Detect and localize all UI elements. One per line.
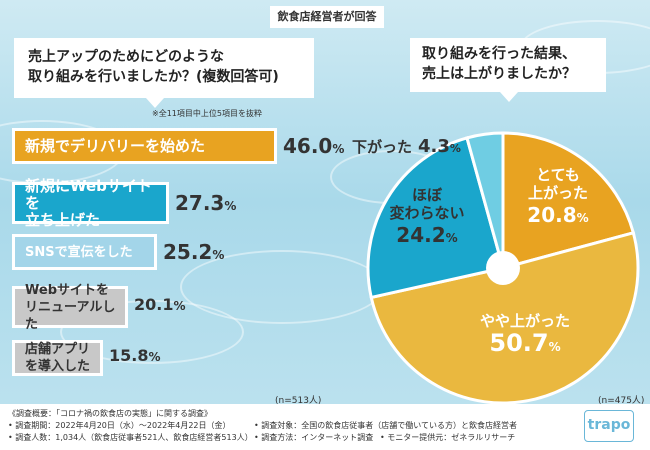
footer-period: • 調査期間：2022年4月20日（水）～2022年4月22日（金） bbox=[8, 421, 231, 430]
bar-label-2: 新規にWebサイトを 立ち上げた bbox=[25, 176, 166, 229]
pie-center-hole bbox=[486, 251, 520, 285]
bar-value-1: 46.0% bbox=[283, 134, 345, 158]
bar-label-line: SNSで宣伝をした bbox=[25, 244, 133, 260]
pie-chart bbox=[366, 131, 640, 404]
footer-title: 《調査概要：「コロナ禍の飲食店の実態」に関する調査》 bbox=[8, 409, 212, 418]
right-question-line-2: 売上は上がりましたか？ bbox=[422, 66, 576, 82]
pie-label-3: ほぼ 変わらない 24.2% bbox=[372, 186, 482, 247]
note-text: ※全11項目中上位5項目を抜粋 bbox=[152, 109, 262, 118]
bar-value-4: 20.1% bbox=[134, 295, 186, 314]
pie-label-text: とても bbox=[536, 166, 580, 184]
trapo-logo: trapo bbox=[584, 410, 634, 442]
pie-slice-2 bbox=[369, 230, 640, 404]
bar-label-4: Webサイトを リニューアルした bbox=[25, 282, 125, 333]
bar-label-line: 店舗アプリを導入した bbox=[25, 342, 91, 374]
bar-label-line: Webサイトを bbox=[25, 282, 109, 298]
bar-1: 新規でデリバリーを始めた bbox=[12, 128, 277, 164]
pie-slice-4 bbox=[465, 131, 505, 269]
bar-value-3: 25.2% bbox=[163, 240, 225, 264]
pie-label-4: 下がった 4.3% bbox=[352, 136, 472, 157]
bar-4: Webサイトを リニューアルした bbox=[12, 283, 128, 332]
pie-label-text: ほぼ bbox=[411, 186, 442, 204]
bar-value-5: 15.8% bbox=[109, 346, 161, 365]
bar-label-1: 新規でデリバリーを始めた bbox=[25, 136, 206, 155]
right-sample-size: (n=475人) bbox=[598, 396, 645, 406]
footer-method: • 調査方法：インターネット調査 bbox=[254, 433, 374, 442]
footer-count: • 調査人数：1,034人（飲食店従事者521人、飲食店経営者513人） bbox=[8, 433, 253, 442]
pie-value: 24.2% bbox=[396, 223, 458, 247]
bar-label-5: 店舗アプリを導入した bbox=[25, 341, 100, 375]
bar-value-2: 27.3% bbox=[175, 191, 237, 215]
bar-label-line: 新規にWebサイトを bbox=[25, 176, 152, 212]
footer-provider: • モニター提供元：ゼネラルリサーチ bbox=[380, 433, 516, 442]
pie-label-1: とても 上がった 20.8% bbox=[516, 166, 600, 227]
pie-label-text: やや上がった bbox=[479, 312, 570, 330]
bar-label-line: 新規でデリバリーを始めた bbox=[25, 136, 206, 155]
left-question-line-1: 売上アップのためにどのような bbox=[28, 49, 224, 65]
bar-label-3: SNSで宣伝をした bbox=[25, 244, 133, 261]
bar-label-line: リニューアルした bbox=[25, 299, 116, 332]
left-question-bubble: 売上アップのためにどのような 取り組みを行いましたか？(複数回答可) bbox=[14, 38, 314, 108]
pie-label-2: やや上がった 50.7% bbox=[470, 312, 580, 356]
pie-value: 20.8% bbox=[527, 203, 589, 227]
pie-label-text: 上がった bbox=[527, 184, 588, 202]
left-sample-size: (n=513人) bbox=[275, 396, 322, 406]
pie-value: 50.7% bbox=[489, 329, 561, 357]
bar-label-line: 立ち上げた bbox=[25, 210, 101, 229]
bar-3: SNSで宣伝をした bbox=[12, 234, 157, 270]
left-question-line-2: 取り組みを行いましたか？(複数回答可) bbox=[28, 69, 279, 85]
bar-5: 店舗アプリを導入した bbox=[12, 340, 103, 376]
right-question-line-1: 取り組みを行った結果、 bbox=[422, 46, 576, 62]
pie-slice-3 bbox=[366, 136, 505, 300]
pie-label-text: 変わらない bbox=[389, 204, 465, 222]
footer: 《調査概要：「コロナ禍の飲食店の実態」に関する調査》 • 調査期間：2022年4… bbox=[0, 404, 650, 450]
pie-slice-1 bbox=[501, 131, 636, 270]
right-question-bubble: 取り組みを行った結果、 売上は上がりましたか？ bbox=[410, 38, 606, 102]
footer-target: • 調査対象：全国の飲食店従事者（店舗で働いている方）と飲食店経営者 bbox=[254, 421, 518, 430]
pie-value: 4.3% bbox=[418, 136, 461, 157]
header-tag: 飲食店経営者が回答 bbox=[270, 6, 384, 28]
pie-label-text: 下がった bbox=[352, 138, 413, 156]
bar-2: 新規にWebサイトを 立ち上げた bbox=[12, 177, 169, 228]
